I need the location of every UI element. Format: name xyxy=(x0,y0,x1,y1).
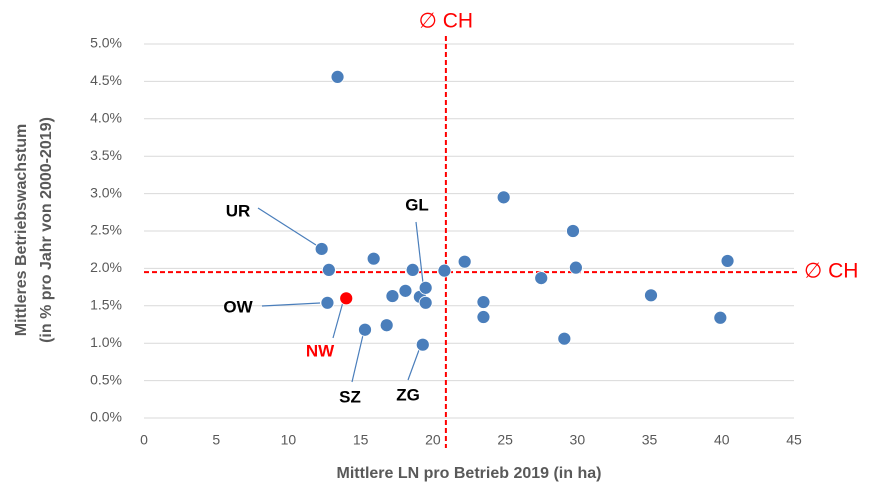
x-tick-label: 5 xyxy=(212,432,220,448)
y-tick-label: 2.5% xyxy=(90,222,122,238)
point xyxy=(557,331,572,346)
reference-label: ∅ CH xyxy=(419,10,473,33)
y-tick-label: 3.5% xyxy=(90,147,122,163)
leader-line xyxy=(257,207,317,246)
point xyxy=(418,295,433,310)
annotation: GL xyxy=(405,195,429,214)
y-axis-title: (in % pro Jahr von 2000-2019) xyxy=(38,117,55,343)
x-tick-label: 35 xyxy=(642,432,658,448)
point xyxy=(320,295,335,310)
leader-line xyxy=(415,221,424,284)
annotation: UR xyxy=(226,201,251,220)
x-tick-label: 0 xyxy=(140,432,148,448)
x-tick-label: 25 xyxy=(497,432,513,448)
leader-line xyxy=(332,301,344,339)
point xyxy=(496,190,511,205)
x-axis-title: Mittlere LN pro Betrieb 2019 (in ha) xyxy=(337,465,602,482)
point xyxy=(330,70,345,84)
x-tick-label: 20 xyxy=(425,432,441,448)
point xyxy=(476,295,491,309)
point xyxy=(437,263,452,278)
point xyxy=(415,337,430,352)
point xyxy=(339,291,354,306)
reference-label: ∅ CH xyxy=(804,260,858,283)
point xyxy=(644,288,658,303)
y-tick-label: 5.0% xyxy=(90,35,122,51)
point xyxy=(534,271,549,286)
y-tick-label: 2.0% xyxy=(90,259,122,275)
point xyxy=(457,254,472,269)
y-tick-label: 3.0% xyxy=(90,184,122,200)
point xyxy=(358,322,372,337)
point xyxy=(405,262,420,277)
annotation: NW xyxy=(306,341,335,360)
point xyxy=(366,251,381,266)
y-tick-label: 0.0% xyxy=(90,409,122,425)
point xyxy=(385,289,400,303)
point xyxy=(568,260,583,275)
x-tick-label: 10 xyxy=(281,432,297,448)
y-tick-label: 4.5% xyxy=(90,72,122,88)
leader-line xyxy=(407,349,420,381)
x-tick-label: 15 xyxy=(353,432,369,448)
point xyxy=(476,310,491,324)
y-tick-label: 4.0% xyxy=(90,110,122,126)
point xyxy=(314,242,329,256)
x-tick-label: 30 xyxy=(570,432,586,448)
x-tick-label: 40 xyxy=(714,432,730,448)
y-tick-label: 0.5% xyxy=(90,371,122,387)
point xyxy=(379,318,394,333)
point xyxy=(398,283,413,298)
leader-line xyxy=(351,334,364,383)
annotation: SZ xyxy=(339,387,361,406)
y-tick-label: 1.0% xyxy=(90,334,122,350)
point xyxy=(566,224,580,238)
y-axis-title: Mittleres Betriebswachstum xyxy=(13,124,30,337)
annotation: OW xyxy=(223,297,253,316)
point xyxy=(713,310,728,325)
point xyxy=(321,262,336,277)
y-tick-label: 1.5% xyxy=(90,297,122,313)
leader-line xyxy=(261,302,321,307)
annotation: ZG xyxy=(396,385,420,404)
x-tick-label: 45 xyxy=(786,432,802,448)
point xyxy=(720,254,735,268)
point xyxy=(418,280,433,295)
